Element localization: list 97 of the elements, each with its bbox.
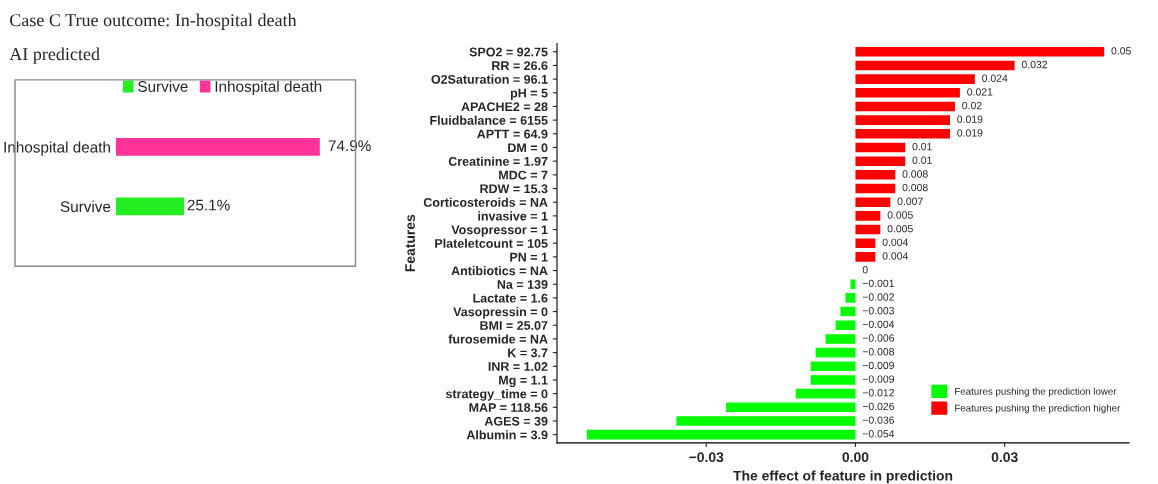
data-label: −0.012: [862, 389, 894, 397]
y-tick-label: BMI = 25.07: [480, 321, 548, 330]
legend-label: Inhospital death: [215, 80, 322, 95]
data-label: −0.009: [862, 361, 894, 370]
y-tick-label: APTT = 64.9: [477, 129, 548, 139]
y-tick-label: K = 3.7: [508, 348, 548, 358]
x-tick-label: 0.03: [991, 452, 1018, 463]
bar: [815, 347, 856, 358]
data-label: 0.01: [912, 142, 932, 151]
bar: [855, 46, 1105, 57]
y-tick-label: Fluidbalance = 6155: [430, 115, 548, 125]
data-label: 0: [862, 265, 868, 274]
data-label: 0.019: [957, 115, 983, 123]
bar: [855, 238, 876, 248]
y-tick-label: MDC = 7: [499, 170, 548, 180]
data-label: −0.026: [862, 402, 895, 411]
data-label: 0.032: [1021, 60, 1048, 69]
data-label: 0.005: [887, 224, 913, 233]
x-tick-label: 0.00: [842, 452, 869, 463]
y-tick-label: pH = 5: [510, 88, 548, 100]
data-label: −0.009: [862, 375, 894, 383]
bar: [855, 156, 906, 166]
data-label: 0.008: [902, 183, 928, 192]
data-label: 0.02: [962, 101, 982, 110]
data-label: 0.01: [912, 156, 932, 164]
bar: [845, 293, 856, 303]
data-label: 0.007: [897, 197, 923, 205]
y-tick-label: APACHE2 = 28: [461, 102, 548, 112]
y-tick-label: MAP = 118.56: [469, 403, 548, 412]
data-label: −0.036: [862, 416, 895, 424]
y-tick-label: SPO2 = 92.75: [469, 47, 548, 57]
y-tick-label: RDW = 15.3: [480, 184, 548, 194]
data-label: 0.05: [1111, 47, 1131, 55]
bar: [855, 224, 881, 235]
data-label: 0.004: [882, 252, 908, 260]
legend-label: Features pushing the prediction lower: [955, 387, 1117, 397]
data-label: −0.054: [862, 430, 895, 438]
data-label: 25.1%: [187, 199, 230, 211]
y-tick-label: RR = 26.6: [492, 61, 548, 71]
y-tick-label: DM = 0: [508, 143, 548, 153]
data-label: 0.004: [882, 238, 908, 247]
bar: [855, 115, 950, 125]
bar: [855, 88, 960, 98]
data-label: 0.005: [887, 211, 913, 219]
y-tick-label: AGES = 39: [484, 416, 548, 426]
bar: [855, 252, 876, 262]
bar: [855, 60, 1015, 71]
bar: [855, 197, 891, 207]
bar: [855, 129, 950, 139]
bar: [855, 74, 975, 84]
y-tick-label: Vosopressor = 1: [451, 225, 548, 237]
y-tick-label: Vasopressin = 0: [453, 307, 548, 319]
data-label: 0.008: [902, 170, 928, 178]
bar: [855, 142, 906, 153]
bar: [855, 101, 955, 112]
bar: [810, 361, 856, 372]
x-tick-label: −0.03: [689, 452, 724, 463]
bar: [855, 183, 896, 194]
data-label: −0.006: [862, 334, 895, 342]
y-tick-label: Na = 139: [497, 280, 548, 289]
bar: [855, 211, 881, 221]
bar: [825, 334, 856, 344]
legend-label: Features pushing the prediction higher: [955, 404, 1121, 414]
bar: [726, 402, 856, 413]
y-tick-label: Corticosteroids = NA: [423, 197, 548, 207]
y-tick-label: INR = 1.02: [488, 362, 548, 371]
y-tick-label: Plateletcount = 105: [435, 238, 548, 248]
y-tick-label: PN = 1: [510, 252, 548, 262]
y-tick-label: invasive = 1: [478, 211, 548, 221]
bar: [850, 279, 856, 290]
bar: [795, 388, 856, 399]
data-label: 0.019: [957, 129, 983, 137]
y-tick-label: Mg = 1.1: [499, 375, 548, 388]
chart-subtitle: AI predicted: [9, 47, 100, 64]
y-tick-label: Antibiotics = NA: [451, 266, 548, 276]
bar: [855, 170, 896, 180]
y-tick-label: Creatinine = 1.97: [448, 156, 548, 166]
legend-label: Survive: [138, 80, 188, 92]
y-tick-label: Lactate = 1.6: [473, 293, 548, 303]
data-label: 0.021: [967, 88, 993, 96]
data-label: −0.008: [862, 348, 895, 356]
data-label: 0.024: [982, 74, 1008, 82]
data-label: −0.002: [862, 293, 894, 301]
y-tick-label: O2Saturation = 96.1: [431, 74, 548, 84]
bar: [676, 416, 856, 426]
data-label: −0.004: [862, 320, 895, 329]
data-label: −0.003: [862, 307, 895, 315]
y-tick-label: Albumin = 3.9: [466, 430, 548, 440]
x-axis-title: The effect of feature in prediction: [733, 470, 953, 484]
bar: [586, 429, 856, 440]
data-label: −0.001: [862, 279, 894, 288]
y-tick-label: furosemide = NA: [448, 334, 548, 344]
chart-title: Case C True outcome: In-hospital death: [10, 13, 297, 30]
y-axis-title: Features: [405, 214, 415, 272]
bar: [835, 320, 856, 331]
y-tick-label: strategy_time = 0: [445, 389, 548, 401]
bar: [810, 375, 856, 385]
